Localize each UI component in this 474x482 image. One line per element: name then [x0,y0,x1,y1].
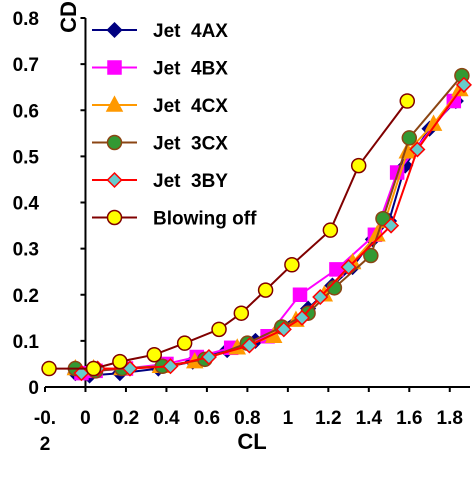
legend-marker [106,171,123,189]
series-line [49,100,409,370]
x-axis-ticks: -0. 2 0 0.2 0.4 0.6 0.8 1 1.2 1.4 1.6 1.8 [34,387,463,455]
data-point [284,257,300,273]
data-point [200,348,217,366]
legend-item: Jet 3CX [92,134,228,155]
y-tick-label: 0 [28,378,39,399]
y-tick-label: 0.1 [13,332,40,353]
legend-item: Jet 3BY [92,171,228,192]
legend-label: Blowing off [153,209,257,230]
data-point [383,217,400,234]
data-point [146,346,163,363]
data-point [85,360,102,377]
legend-item: Jet 4AX [92,21,228,42]
data-point [162,358,179,375]
plot-area: 0 0.1 0.2 0.3 0.4 0.5 0.6 0.7 0.8 -0. 2 0 0.2 0.4 0.6… [13,9,472,455]
data-point [176,335,193,351]
data-point [401,130,418,146]
legend-item: Jet 4BX [92,59,228,80]
y-tick-label: 0.8 [13,9,39,30]
y-tick-label: 0.5 [13,147,40,168]
x-tick-label: 0.8 [234,408,260,429]
y-tick-label: 0.7 [13,55,39,76]
x-tick-label: 0.2 [113,408,139,429]
x-tick-label: 1.6 [396,408,422,429]
data-point [340,259,357,276]
data-point [233,305,250,321]
x-tick-label: 1.4 [356,408,383,429]
legend-label: Jet 4AX [153,21,228,42]
legend-label: Jet 4CX [153,96,228,117]
data-point [73,365,90,382]
series-6 [41,93,416,377]
legend-item: Blowing off [92,209,257,230]
x-tick-label: 0.4 [153,408,180,429]
legend-label: Jet 3BY [153,171,228,192]
data-point [241,337,258,354]
series-line [75,88,461,370]
data-point [455,76,472,93]
x-tick-label: 1.8 [437,408,463,429]
data-point [257,282,274,298]
data-point [322,222,339,238]
y-tick-label: 0.6 [13,101,39,122]
data-point [275,321,292,338]
legend-marker [106,134,123,151]
legend-label: Jet 4BX [153,59,228,80]
data-point [41,360,57,377]
series-layer [41,67,472,384]
data-point [350,157,367,174]
x-tick-label: 0.6 [194,408,220,429]
y-tick-label: 0.2 [13,286,39,307]
x-tick-label: -0. 2 [34,408,56,455]
legend-marker [107,60,122,75]
legend-marker [106,209,123,226]
data-point [312,288,329,306]
x-tick-label: 0 [80,408,91,429]
series-5 [73,76,472,382]
y-axis-ticks: 0 0.1 0.2 0.3 0.4 0.5 0.6 0.7 0.8 [13,9,86,399]
legend-label: Jet 3CX [153,134,228,155]
x-tick-label: 1.2 [315,408,341,429]
legend-marker [105,95,124,112]
y-tick-label: 0.3 [13,240,39,261]
y-tick-label: 0.4 [13,194,40,215]
data-point [211,321,227,338]
data-point [409,141,426,158]
legend: Jet 4AX Jet 4BX Jet 4CX Jet 3CX Jet 3BY Blowi… [92,21,257,230]
data-point [112,353,128,370]
data-point [293,309,311,326]
x-tick-label: 1 [283,408,294,429]
legend-marker [106,21,123,39]
series-line [75,75,463,372]
data-point [399,93,416,109]
x-axis-title: CL [237,429,266,454]
data-point [292,287,308,302]
y-axis-title: CD [56,1,81,33]
data-point [363,247,379,264]
legend-item: Jet 4CX [92,95,228,117]
